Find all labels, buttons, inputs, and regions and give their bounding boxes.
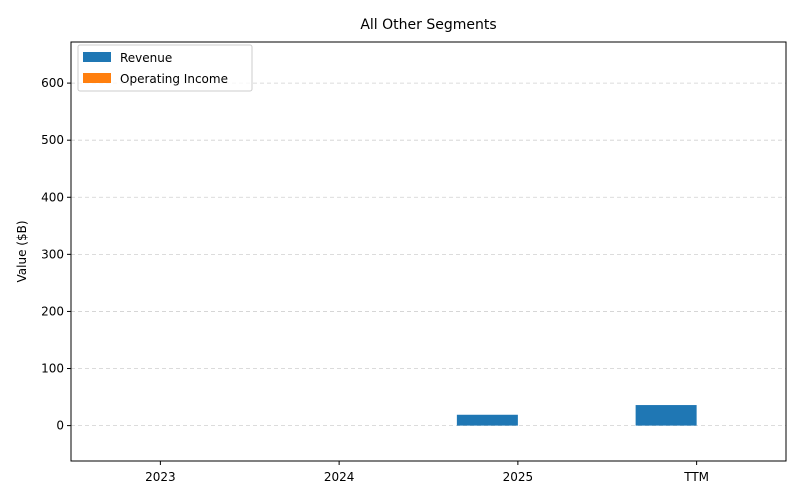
- y-tick-label-0: 0: [56, 419, 64, 433]
- y-tick-label-600: 600: [41, 76, 64, 90]
- grid-lines: [71, 82, 786, 427]
- bars: [456, 405, 697, 426]
- chart-title: All Other Segments: [360, 17, 496, 33]
- plot-frame: [70, 41, 787, 462]
- y-tick-label-100: 100: [41, 362, 64, 376]
- y-tick-label-400: 400: [41, 190, 64, 204]
- y-tick-label-300: 300: [41, 247, 64, 261]
- legend-label-operating-income: Operating Income: [120, 72, 228, 86]
- y-axis: 0 100 200 300 400 500 600: [41, 76, 71, 433]
- x-tick-label-2023: 2023: [145, 470, 176, 484]
- legend-swatch-operating-income: [83, 73, 111, 83]
- y-tick-label-200: 200: [41, 304, 64, 318]
- x-tick-label-2025: 2025: [503, 470, 534, 484]
- legend: Revenue Operating Income: [77, 44, 253, 92]
- y-axis-title: Value ($B): [15, 221, 29, 283]
- bar-revenue-2025: [456, 414, 518, 426]
- bar-revenue-ttm: [635, 405, 697, 426]
- y-tick-label-500: 500: [41, 133, 64, 147]
- legend-swatch-revenue: [83, 52, 111, 62]
- legend-box: [77, 44, 253, 92]
- x-tick-label-ttm: TTM: [683, 470, 709, 484]
- x-tick-label-2024: 2024: [324, 470, 355, 484]
- x-axis: 2023 2024 2025 TTM: [145, 461, 709, 484]
- legend-label-revenue: Revenue: [120, 51, 172, 65]
